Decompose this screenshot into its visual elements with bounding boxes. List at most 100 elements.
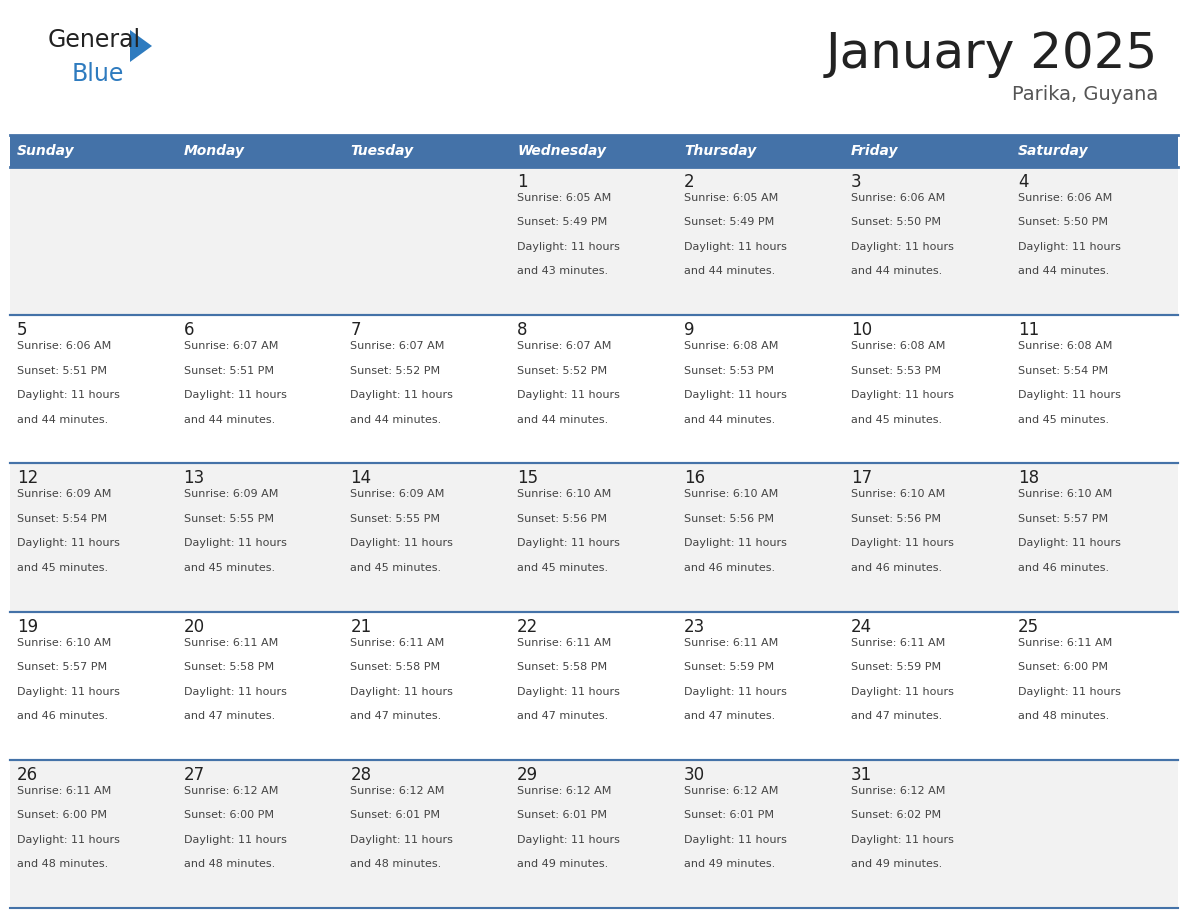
Text: Sunrise: 6:08 AM: Sunrise: 6:08 AM — [684, 341, 778, 352]
Text: 7: 7 — [350, 321, 361, 339]
Bar — [845, 135, 1011, 167]
Text: and 45 minutes.: and 45 minutes. — [851, 415, 942, 424]
Text: 8: 8 — [517, 321, 527, 339]
Text: and 45 minutes.: and 45 minutes. — [17, 563, 108, 573]
Text: Daylight: 11 hours: Daylight: 11 hours — [684, 687, 786, 697]
Text: Sunset: 6:01 PM: Sunset: 6:01 PM — [684, 811, 775, 821]
Text: Saturday: Saturday — [1018, 144, 1088, 158]
Text: Sunset: 5:56 PM: Sunset: 5:56 PM — [851, 514, 941, 524]
Text: Sunrise: 6:12 AM: Sunrise: 6:12 AM — [684, 786, 778, 796]
Text: and 44 minutes.: and 44 minutes. — [350, 415, 442, 424]
Text: Daylight: 11 hours: Daylight: 11 hours — [851, 242, 954, 252]
Text: 28: 28 — [350, 766, 372, 784]
Text: 2: 2 — [684, 173, 695, 191]
Text: Sunset: 5:52 PM: Sunset: 5:52 PM — [517, 365, 607, 375]
Text: Daylight: 11 hours: Daylight: 11 hours — [183, 538, 286, 548]
Text: 21: 21 — [350, 618, 372, 635]
Text: Sunset: 5:54 PM: Sunset: 5:54 PM — [1018, 365, 1108, 375]
Bar — [10, 167, 1178, 315]
Text: Sunset: 5:54 PM: Sunset: 5:54 PM — [17, 514, 107, 524]
Text: Daylight: 11 hours: Daylight: 11 hours — [684, 242, 786, 252]
Text: and 45 minutes.: and 45 minutes. — [1018, 415, 1108, 424]
Text: Sunrise: 6:08 AM: Sunrise: 6:08 AM — [851, 341, 946, 352]
Text: Sunrise: 6:10 AM: Sunrise: 6:10 AM — [17, 638, 110, 647]
Bar — [10, 135, 177, 167]
Text: Sunrise: 6:09 AM: Sunrise: 6:09 AM — [17, 489, 110, 499]
Text: Sunset: 6:01 PM: Sunset: 6:01 PM — [517, 811, 607, 821]
Text: Sunset: 5:53 PM: Sunset: 5:53 PM — [851, 365, 941, 375]
Text: 5: 5 — [17, 321, 27, 339]
Text: Sunset: 5:49 PM: Sunset: 5:49 PM — [684, 218, 775, 228]
Text: Daylight: 11 hours: Daylight: 11 hours — [1018, 687, 1120, 697]
Text: and 47 minutes.: and 47 minutes. — [684, 711, 776, 721]
Text: and 49 minutes.: and 49 minutes. — [684, 859, 776, 869]
Text: Sunset: 5:58 PM: Sunset: 5:58 PM — [517, 662, 607, 672]
Text: Sunrise: 6:09 AM: Sunrise: 6:09 AM — [350, 489, 444, 499]
Text: Sunday: Sunday — [17, 144, 75, 158]
Text: and 47 minutes.: and 47 minutes. — [517, 711, 608, 721]
Text: Daylight: 11 hours: Daylight: 11 hours — [183, 687, 286, 697]
Text: Sunset: 6:00 PM: Sunset: 6:00 PM — [1018, 662, 1108, 672]
Text: Daylight: 11 hours: Daylight: 11 hours — [1018, 538, 1120, 548]
Text: Sunrise: 6:05 AM: Sunrise: 6:05 AM — [517, 193, 612, 203]
Text: and 44 minutes.: and 44 minutes. — [17, 415, 108, 424]
Text: 14: 14 — [350, 469, 372, 487]
Text: Daylight: 11 hours: Daylight: 11 hours — [183, 834, 286, 845]
Text: Daylight: 11 hours: Daylight: 11 hours — [517, 834, 620, 845]
Text: Sunset: 5:59 PM: Sunset: 5:59 PM — [851, 662, 941, 672]
Text: Sunset: 5:58 PM: Sunset: 5:58 PM — [350, 662, 441, 672]
Text: Daylight: 11 hours: Daylight: 11 hours — [684, 538, 786, 548]
Text: Daylight: 11 hours: Daylight: 11 hours — [17, 390, 120, 400]
Text: Daylight: 11 hours: Daylight: 11 hours — [851, 538, 954, 548]
Text: 27: 27 — [183, 766, 204, 784]
Bar — [10, 464, 1178, 611]
Text: Daylight: 11 hours: Daylight: 11 hours — [517, 687, 620, 697]
Text: and 45 minutes.: and 45 minutes. — [517, 563, 608, 573]
Text: Daylight: 11 hours: Daylight: 11 hours — [517, 390, 620, 400]
Text: Monday: Monday — [183, 144, 245, 158]
Text: and 48 minutes.: and 48 minutes. — [350, 859, 442, 869]
Text: Sunrise: 6:12 AM: Sunrise: 6:12 AM — [183, 786, 278, 796]
Text: Sunrise: 6:11 AM: Sunrise: 6:11 AM — [17, 786, 110, 796]
Text: Sunrise: 6:11 AM: Sunrise: 6:11 AM — [183, 638, 278, 647]
Text: Daylight: 11 hours: Daylight: 11 hours — [517, 538, 620, 548]
Text: Sunrise: 6:10 AM: Sunrise: 6:10 AM — [684, 489, 778, 499]
Text: Sunrise: 6:11 AM: Sunrise: 6:11 AM — [684, 638, 778, 647]
Bar — [511, 135, 677, 167]
Text: Daylight: 11 hours: Daylight: 11 hours — [1018, 390, 1120, 400]
Text: Sunset: 5:56 PM: Sunset: 5:56 PM — [684, 514, 775, 524]
Bar — [177, 135, 343, 167]
Text: and 46 minutes.: and 46 minutes. — [684, 563, 776, 573]
Text: Blue: Blue — [72, 62, 125, 86]
Text: Sunrise: 6:06 AM: Sunrise: 6:06 AM — [851, 193, 946, 203]
Text: 20: 20 — [183, 618, 204, 635]
Text: Wednesday: Wednesday — [517, 144, 606, 158]
Text: and 45 minutes.: and 45 minutes. — [350, 563, 442, 573]
Text: Sunrise: 6:06 AM: Sunrise: 6:06 AM — [1018, 193, 1112, 203]
Text: Sunrise: 6:11 AM: Sunrise: 6:11 AM — [1018, 638, 1112, 647]
Text: 29: 29 — [517, 766, 538, 784]
Bar — [1011, 135, 1178, 167]
Text: 24: 24 — [851, 618, 872, 635]
Text: Daylight: 11 hours: Daylight: 11 hours — [350, 390, 454, 400]
Text: Sunset: 5:55 PM: Sunset: 5:55 PM — [350, 514, 441, 524]
Text: Daylight: 11 hours: Daylight: 11 hours — [183, 390, 286, 400]
Text: Daylight: 11 hours: Daylight: 11 hours — [350, 687, 454, 697]
Text: Daylight: 11 hours: Daylight: 11 hours — [17, 834, 120, 845]
Text: Sunrise: 6:06 AM: Sunrise: 6:06 AM — [17, 341, 110, 352]
Text: and 44 minutes.: and 44 minutes. — [1018, 266, 1110, 276]
Text: Daylight: 11 hours: Daylight: 11 hours — [517, 242, 620, 252]
Text: Daylight: 11 hours: Daylight: 11 hours — [684, 390, 786, 400]
Text: Sunset: 5:59 PM: Sunset: 5:59 PM — [684, 662, 775, 672]
Text: 31: 31 — [851, 766, 872, 784]
Text: and 44 minutes.: and 44 minutes. — [684, 415, 776, 424]
Text: Sunrise: 6:12 AM: Sunrise: 6:12 AM — [851, 786, 946, 796]
Text: Friday: Friday — [851, 144, 898, 158]
Text: 25: 25 — [1018, 618, 1040, 635]
Text: 18: 18 — [1018, 469, 1040, 487]
Text: Sunrise: 6:07 AM: Sunrise: 6:07 AM — [183, 341, 278, 352]
Text: and 48 minutes.: and 48 minutes. — [17, 859, 108, 869]
Bar — [10, 760, 1178, 908]
Text: Daylight: 11 hours: Daylight: 11 hours — [851, 390, 954, 400]
Text: Daylight: 11 hours: Daylight: 11 hours — [684, 834, 786, 845]
